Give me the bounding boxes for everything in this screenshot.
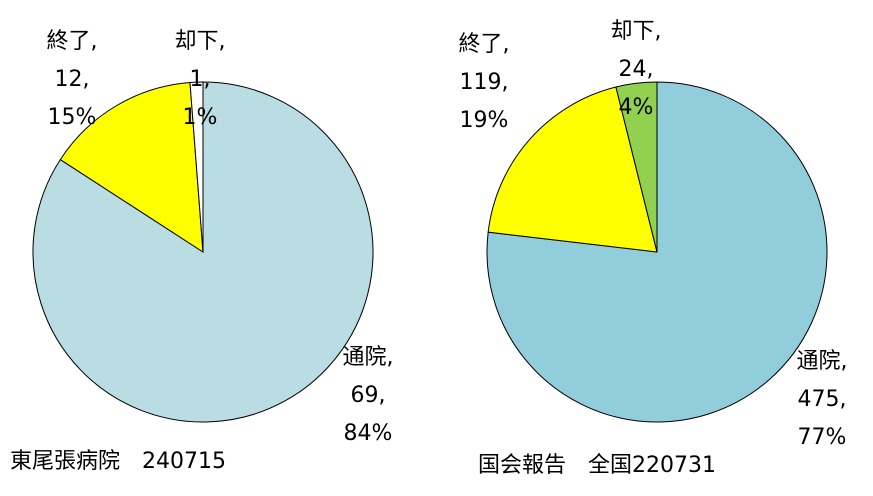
data-label-percent: 4% bbox=[619, 95, 654, 120]
pie-slice bbox=[59, 81, 204, 253]
pie-slice bbox=[486, 81, 828, 423]
data-label-category: 通院, bbox=[797, 349, 848, 374]
data-label-percent: 77% bbox=[798, 425, 847, 450]
data-label-value: 12, bbox=[55, 67, 90, 92]
data-label-value: 119, bbox=[460, 70, 509, 95]
data-label-percent: 19% bbox=[460, 108, 509, 133]
data-label-value: 24, bbox=[619, 57, 654, 82]
data-label-category: 終了, bbox=[47, 29, 98, 54]
data-label-percent: 84% bbox=[344, 421, 393, 446]
data-label-category: 却下, bbox=[175, 29, 226, 54]
data-label-value: 69, bbox=[351, 383, 386, 408]
data-label-category: 却下, bbox=[611, 19, 662, 44]
chart-title: 東尾張病院 240715 bbox=[10, 449, 226, 474]
chart-title: 国会報告 全国220731 bbox=[478, 453, 716, 478]
data-label-category: 終了, bbox=[459, 32, 510, 57]
pie-slice bbox=[189, 81, 204, 253]
data-label-percent: 1% bbox=[183, 105, 218, 130]
data-label-category: 通院, bbox=[343, 345, 394, 370]
data-label-percent: 15% bbox=[48, 105, 97, 130]
pie-slice bbox=[615, 81, 658, 253]
data-label-value: 1, bbox=[190, 67, 211, 92]
data-label-value: 475, bbox=[798, 387, 847, 412]
pie-slice bbox=[32, 81, 374, 423]
pie-slice bbox=[487, 86, 658, 253]
